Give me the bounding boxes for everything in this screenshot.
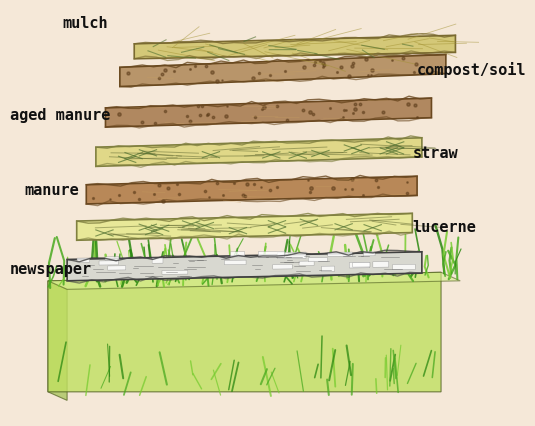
Polygon shape [86,177,417,204]
Polygon shape [353,263,370,268]
Text: manure: manure [24,182,79,197]
Text: lucerne: lucerne [412,219,476,234]
Polygon shape [77,214,412,241]
Polygon shape [277,253,306,259]
Polygon shape [67,252,422,281]
Polygon shape [77,258,90,263]
Polygon shape [258,252,285,258]
Polygon shape [99,261,118,265]
Polygon shape [231,252,244,257]
Text: newspaper: newspaper [10,261,91,276]
Polygon shape [48,273,441,392]
Polygon shape [328,253,353,257]
Polygon shape [393,265,415,270]
Polygon shape [373,262,389,268]
Text: mulch: mulch [62,16,108,31]
Polygon shape [134,36,455,60]
Polygon shape [363,252,375,256]
Polygon shape [162,271,188,275]
Polygon shape [108,266,126,271]
Polygon shape [299,262,314,266]
Polygon shape [308,258,327,262]
Polygon shape [224,261,246,265]
Polygon shape [322,267,334,272]
Polygon shape [48,281,67,400]
Text: straw: straw [412,146,458,161]
Polygon shape [120,55,446,87]
Polygon shape [349,263,370,268]
Polygon shape [152,258,163,264]
Polygon shape [96,138,422,167]
Polygon shape [105,257,119,261]
Text: compost/soil: compost/soil [417,62,526,78]
Polygon shape [273,265,292,269]
Polygon shape [105,99,431,128]
Polygon shape [48,273,460,290]
Text: aged manure: aged manure [10,107,110,123]
